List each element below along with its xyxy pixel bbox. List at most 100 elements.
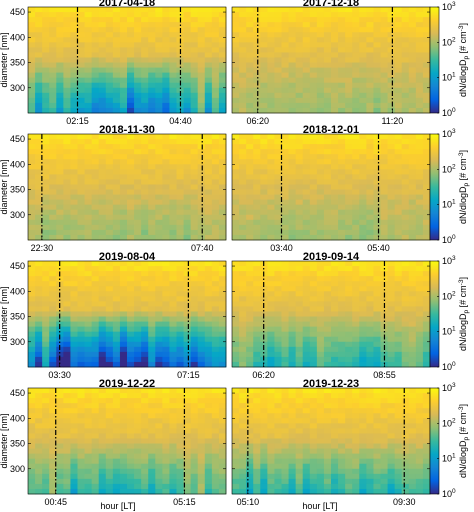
heatmap-cell: [394, 189, 403, 195]
heatmap-cell: [169, 184, 177, 190]
heatmap-cell: [155, 356, 163, 363]
heatmap-cell: [197, 97, 206, 104]
heatmap-cell: [422, 453, 431, 460]
heatmap-cell: [394, 321, 403, 328]
heatmap-cell: [366, 321, 374, 328]
heatmap-cell: [84, 403, 93, 409]
heatmap-cell: [63, 276, 71, 282]
heatmap-cell: [218, 229, 227, 236]
heatmap-cell: [345, 311, 353, 317]
heatmap-cell: [288, 214, 297, 221]
heatmap-cell: [302, 42, 311, 48]
heatmap-cell: [380, 174, 388, 180]
heatmap-cell: [190, 102, 199, 109]
heatmap-cell: [387, 393, 396, 399]
heatmap-cell: [253, 189, 261, 195]
heatmap-cell: [42, 97, 50, 104]
heatmap-cell: [401, 67, 410, 74]
heatmap-cell: [169, 92, 177, 99]
heatmap-cell: [112, 62, 121, 68]
heatmap-cell: [119, 47, 128, 53]
heatmap-cell: [316, 351, 325, 358]
heatmap-cell: [169, 291, 177, 297]
heatmap-cell: [183, 204, 192, 211]
heatmap-cell: [211, 408, 220, 414]
heatmap-cell: [63, 229, 71, 236]
heatmap-cell: [345, 316, 353, 322]
heatmap-cell: [394, 468, 403, 475]
heatmap-cell: [295, 341, 304, 348]
heatmap-cell: [134, 17, 142, 23]
heatmap-cell: [366, 296, 374, 302]
heatmap-cell: [232, 92, 240, 99]
heatmap-cell: [281, 341, 289, 348]
heatmap-cell: [274, 52, 282, 58]
heatmap-cell: [91, 174, 100, 180]
heatmap-cell: [49, 57, 57, 63]
heatmap-cell: [70, 179, 78, 185]
heatmap-cell: [373, 468, 381, 475]
heatmap-cell: [112, 204, 121, 211]
heatmap-cell: [148, 361, 156, 368]
heatmap-cell: [253, 209, 261, 216]
heatmap-cell: [394, 291, 403, 297]
heatmap-cell: [323, 296, 332, 302]
heatmap-cell: [70, 468, 78, 475]
heatmap-cell: [422, 331, 431, 338]
heatmap-cell: [260, 331, 268, 338]
heatmap-cell: [281, 301, 289, 307]
heatmap-cell: [316, 234, 325, 241]
heatmap-cell: [49, 468, 57, 475]
heatmap-cell: [380, 433, 388, 439]
heatmap-cell: [91, 413, 100, 419]
heatmap-cell: [105, 483, 114, 490]
heatmap-cell: [162, 361, 170, 368]
heatmap-cell: [119, 62, 128, 68]
heatmap-cell: [309, 393, 318, 399]
heatmap-cell: [211, 271, 220, 277]
heatmap-cell: [77, 17, 85, 23]
heatmap-cell: [366, 209, 374, 216]
heatmap-cell: [359, 311, 367, 317]
heatmap-cell: [359, 134, 367, 140]
heatmap-cell: [42, 7, 50, 13]
heatmap-cell: [302, 276, 311, 282]
heatmap-cell: [141, 351, 149, 358]
heatmap-cell: [35, 276, 43, 282]
heatmap-cell: [359, 12, 367, 18]
heatmap-cell: [274, 102, 282, 109]
heatmap-cell: [366, 271, 374, 277]
heatmap-cell: [246, 32, 254, 38]
heatmap-cell: [98, 194, 107, 201]
heatmap-cell: [211, 154, 220, 160]
heatmap-cell: [197, 77, 206, 84]
heatmap-cell: [105, 7, 114, 13]
heatmap-cell: [105, 47, 114, 53]
heatmap-cell: [302, 468, 311, 475]
heatmap-cell: [274, 331, 282, 338]
heatmap-cell: [155, 92, 163, 99]
heatmap-cell: [323, 473, 332, 480]
heatmap-cell: [155, 413, 163, 419]
heatmap-cell: [84, 428, 93, 434]
heatmap-cell: [204, 179, 213, 185]
heatmap-cell: [359, 261, 367, 267]
heatmap-cell: [232, 418, 240, 424]
heatmap-cell: [246, 453, 254, 460]
heatmap-cell: [288, 296, 297, 302]
heatmap-cell: [148, 321, 156, 328]
heatmap-cell: [380, 17, 388, 23]
heatmap-cell: [49, 67, 57, 74]
heatmap-cell: [239, 47, 247, 53]
heatmap-cell: [394, 388, 403, 394]
heatmap-cell: [295, 174, 304, 180]
heatmap-cell: [387, 92, 396, 99]
heatmap-cell: [232, 393, 240, 399]
heatmap-cell: [218, 37, 227, 43]
heatmap-cell: [49, 154, 57, 160]
heatmap-cell: [204, 296, 213, 302]
heatmap-cell: [338, 224, 346, 231]
heatmap-cell: [148, 463, 156, 470]
heatmap-cell: [169, 271, 177, 277]
heatmap-cell: [239, 413, 247, 419]
